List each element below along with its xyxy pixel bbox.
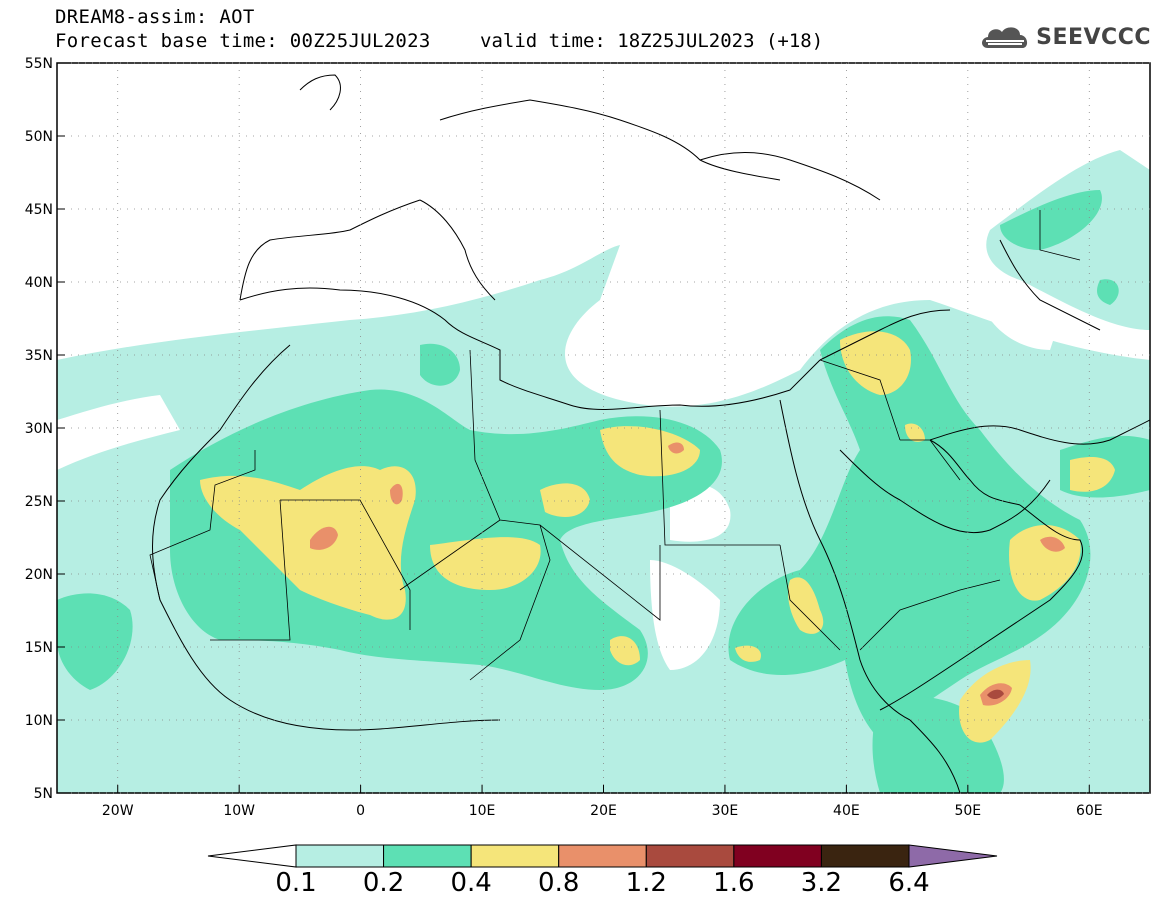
colorbar-level-label: 0.4 xyxy=(450,868,492,898)
colorbar-box xyxy=(820,844,910,868)
tick-label-lon: 20E xyxy=(590,803,617,819)
tick-label-lat: 35N xyxy=(25,348,53,364)
colorbar-box xyxy=(645,844,735,868)
tick-label-lat: 45N xyxy=(25,202,53,218)
valid-time: valid time: 18Z25JUL2023 (+18) xyxy=(480,30,824,52)
colorbar-level-label: 0.2 xyxy=(362,868,405,898)
tick-label-lat: 55N xyxy=(25,56,53,72)
colorbar-over-triangle xyxy=(908,844,998,868)
colorbar-level-label: 0.1 xyxy=(275,868,317,898)
tick-label-lon: 20W xyxy=(102,803,134,819)
aot-band-0.4 xyxy=(200,331,1115,743)
logo: SEEVCCC xyxy=(978,22,1151,52)
logo-text: SEEVCCC xyxy=(1036,24,1151,50)
borders xyxy=(149,210,1081,681)
tick-label-lat: 25N xyxy=(25,494,53,510)
title-line1: DREAM8-assim: AOT xyxy=(55,6,255,28)
colorbar-level-label: 0.8 xyxy=(538,868,580,898)
colorbar-level-label: 1.2 xyxy=(625,868,667,898)
tick-label-lon: 40E xyxy=(833,803,860,819)
colorbar-box xyxy=(470,844,560,868)
aot-band-0.2 xyxy=(57,190,1150,793)
coastlines xyxy=(152,74,1150,793)
colorbar-box xyxy=(558,844,647,868)
title-line2: Forecast base time: 00Z25JUL2023 xyxy=(55,30,431,52)
tick-label-lon: 10E xyxy=(469,803,496,819)
tick-label-lon: 10W xyxy=(223,803,255,819)
axis-ticks: 20W 10W 0 10E 20E 30E 40E 50E 60E 5N 10N 15N 20N 25N 3… xyxy=(25,56,1103,819)
tick-label-lat: 50N xyxy=(25,129,53,145)
colorbar-box xyxy=(295,844,385,868)
tick-label-lat: 10N xyxy=(25,713,53,729)
tick-label-lat: 30N xyxy=(25,421,53,437)
colorbar-box xyxy=(733,844,822,868)
colorbar-under-triangle xyxy=(207,844,297,868)
colorbar-box xyxy=(383,844,472,868)
tick-label-lon: 0 xyxy=(356,803,365,819)
colorbar-level-label: 3.2 xyxy=(800,868,843,898)
tick-label-lon: 50E xyxy=(954,803,981,819)
aot-band-1.2 xyxy=(987,689,1004,700)
colorbar-level-label: 1.6 xyxy=(713,868,755,898)
tick-label-lat: 40N xyxy=(25,275,53,291)
tick-label-lon: 30E xyxy=(712,803,739,819)
tick-label-lat: 5N xyxy=(34,786,53,802)
aot-field xyxy=(57,150,1150,793)
tick-label-lat: 20N xyxy=(25,567,53,583)
colorbar xyxy=(207,844,998,868)
tick-label-lat: 15N xyxy=(25,640,53,656)
tick-label-lon: 60E xyxy=(1076,803,1103,819)
cloud-icon xyxy=(982,27,1028,48)
colorbar-level-label: 6.4 xyxy=(888,868,930,898)
